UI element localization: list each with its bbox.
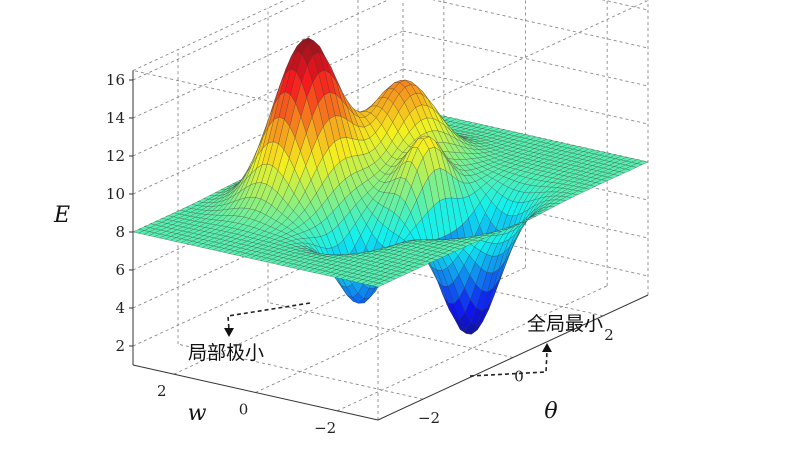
floor-gridline: [336, 285, 608, 412]
x-tick-label: 0: [514, 368, 524, 386]
local-minimum-arrow: [227, 302, 311, 331]
x-axis-line: [377, 294, 649, 421]
y-axis-line: [132, 364, 379, 421]
box-edge: [132, 0, 287, 71]
z-axis-label: E: [53, 203, 70, 228]
local-minimum-arrowhead: [224, 328, 234, 337]
z-tick-label: 10: [106, 185, 125, 203]
z-tick-label: 6: [115, 261, 125, 279]
x-tick-label: 2: [604, 326, 614, 344]
tick-labels: 2 4 6 8 10 12 14 16 2 0 −2 −2 0 2: [106, 71, 614, 437]
y-axis-label: w: [188, 401, 207, 426]
z-tick-label: 16: [106, 71, 125, 89]
z-tick-label: 4: [115, 299, 125, 317]
x-tick-label: −2: [418, 409, 440, 427]
y-tick-label: 2: [157, 382, 167, 400]
box-edge: [643, 0, 649, 1]
z-tick-label: 2: [115, 337, 125, 355]
surface-facet: [372, 282, 385, 288]
z-tick-label: 12: [106, 147, 125, 165]
z-tick-label: 8: [115, 223, 125, 241]
y-tick-label: 0: [239, 401, 249, 419]
x-axis-label: θ: [544, 399, 557, 424]
global-minimum-annotation: 全局最小: [527, 313, 603, 335]
y-tick-label: −2: [314, 419, 336, 437]
z-tick-label: 14: [106, 109, 125, 127]
energy-surface: [132, 37, 649, 335]
global-minimum-arrowhead: [542, 343, 552, 352]
z-gridline: [132, 30, 404, 157]
local-minimum-annotation: 局部极小: [188, 342, 264, 364]
